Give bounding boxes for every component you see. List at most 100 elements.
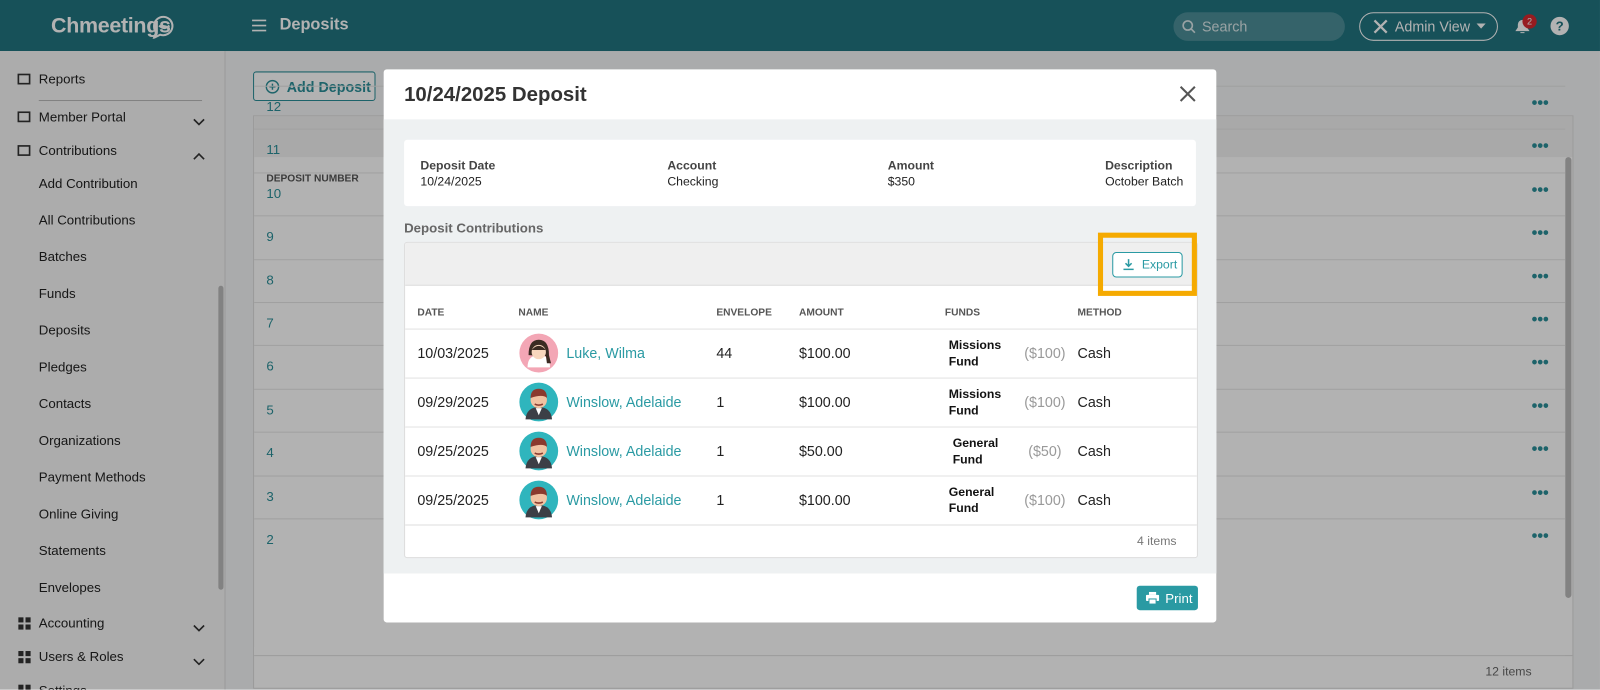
deposit-number[interactable]: 5 [266, 401, 274, 418]
sidebar-subitem[interactable]: Online Giving [38, 506, 119, 522]
row-actions[interactable]: ••• [1531, 527, 1549, 545]
method-cell: Cash [1077, 442, 1111, 460]
print-button[interactable]: Print [1136, 585, 1198, 611]
sidebar-item[interactable]: Users & Roles [38, 648, 124, 665]
summary-value: 10/24/2025 [420, 174, 482, 189]
row-actions[interactable]: ••• [1531, 397, 1549, 416]
summary-label: Deposit Date [420, 158, 496, 173]
icon [193, 152, 205, 160]
name-link[interactable]: Winslow, Adelaide [566, 491, 682, 509]
row-actions[interactable]: ••• [1531, 267, 1549, 286]
sidebar-subitem[interactable]: Deposits [38, 322, 91, 338]
sidebar-subitem[interactable]: Batches [38, 248, 87, 265]
graphic [158, 24, 171, 30]
method-cell: Cash [1077, 491, 1111, 509]
row-actions[interactable]: ••• [1531, 354, 1549, 372]
deposit-number[interactable]: 6 [266, 358, 274, 374]
graphic [535, 506, 542, 514]
graphic [18, 658, 24, 664]
deposit-number[interactable]: 7 [266, 315, 274, 331]
summary-label: Description [1105, 158, 1173, 173]
graphic [530, 486, 547, 496]
name-link[interactable]: Winslow, Adelaide [566, 393, 682, 411]
sidebar-item[interactable]: Accounting [38, 615, 105, 631]
deposit-number[interactable]: 10 [266, 185, 282, 201]
graphic [18, 624, 24, 630]
row-actions[interactable]: ••• [1531, 224, 1549, 243]
icon [17, 145, 31, 156]
icon [519, 382, 559, 422]
sidebar-subitem[interactable]: Statements [38, 542, 106, 559]
graphic [530, 388, 547, 398]
graphic: Print [1165, 590, 1193, 607]
deposit-number[interactable]: 3 [266, 488, 274, 504]
highlight-box [1097, 232, 1197, 296]
sidebar-item[interactable]: Reports [38, 71, 86, 87]
graphic [265, 79, 280, 94]
admin-view-button[interactable]: Admin View [1359, 12, 1498, 41]
sidebar-subitem[interactable]: Contacts [38, 395, 92, 412]
sidebar-subitem[interactable]: Envelopes [38, 579, 101, 595]
date-cell: 09/25/2025 [417, 442, 489, 460]
divider [405, 524, 1197, 526]
amount-cell: $100.00 [798, 491, 851, 509]
help-icon[interactable]: ? [1550, 16, 1569, 36]
method-cell: Cash [1077, 393, 1111, 411]
row-actions[interactable]: ••• [1531, 441, 1549, 459]
fund-amount: ($100) [1024, 393, 1066, 411]
chevron [193, 113, 205, 131]
row-actions[interactable]: ••• [1531, 138, 1549, 156]
scrollbar [1565, 157, 1572, 598]
deposit-modal: 10/24/2025 Deposit Deposit Date 10/24/202… [383, 69, 1217, 623]
summary-label: Account [667, 158, 717, 173]
sidebar-subitem[interactable]: Funds [38, 285, 76, 302]
close-button[interactable] [1179, 86, 1196, 102]
contributions-grid: Export 4 items DATE NAME ENVELOPE AMOUNT FUN… [404, 241, 1198, 559]
avatar [518, 333, 559, 379]
deposit-number[interactable]: 11 [266, 142, 281, 158]
graphic [193, 658, 205, 666]
deposit-number[interactable]: 12 [266, 98, 282, 115]
sidebar-icon [17, 72, 31, 90]
graphic [193, 152, 205, 160]
sidebar-subitem[interactable]: Organizations [38, 432, 121, 448]
date-cell: 09/25/2025 [417, 491, 489, 509]
graphic [25, 624, 31, 630]
graphic [193, 624, 205, 632]
name-link[interactable]: Winslow, Adelaide [566, 442, 682, 460]
graphic: DEPOSIT NUMBER [266, 173, 359, 185]
sidebar-subitem[interactable]: Add Contribution [38, 175, 138, 191]
row-divider [405, 377, 1197, 379]
row-actions[interactable]: ••• [1531, 181, 1549, 199]
row-divider [405, 328, 1197, 330]
graphic: Admin View [1394, 18, 1471, 35]
row-actions[interactable]: ••• [1531, 484, 1549, 502]
deposit-number[interactable]: 2 [266, 531, 274, 547]
plus-icon [265, 79, 280, 94]
icon [18, 651, 31, 664]
sidebar-subitem[interactable]: All Contributions [38, 212, 136, 228]
sidebar-item[interactable]: Member Portal [38, 109, 126, 125]
graphic [252, 19, 267, 32]
search-box[interactable]: Search [1173, 12, 1345, 41]
row-actions[interactable]: ••• [1531, 311, 1549, 329]
graphic [1148, 591, 1157, 595]
divider [254, 655, 1573, 657]
sidebar-item[interactable]: Contributions [38, 142, 117, 159]
export-button[interactable]: Export [1112, 252, 1183, 278]
row-actions[interactable]: ••• [1531, 94, 1549, 113]
icon [519, 431, 559, 471]
graphic [25, 684, 31, 690]
deposit-number[interactable]: 4 [266, 445, 274, 461]
sidebar: Reports Member Portal Contributions Add Con… [0, 51, 226, 690]
name-link[interactable]: Luke, Wilma [566, 344, 645, 362]
graphic [534, 403, 544, 406]
deposit-number[interactable]: 8 [266, 272, 274, 288]
fund-amount: ($100) [1024, 491, 1066, 509]
deposit-number[interactable]: 9 [266, 228, 274, 245]
graphic: 4 items [1137, 533, 1177, 548]
sidebar-subitem[interactable]: Pledges [38, 359, 87, 375]
sidebar-item[interactable]: Settings [39, 683, 87, 690]
sidebar-subitem[interactable]: Payment Methods [38, 469, 146, 485]
